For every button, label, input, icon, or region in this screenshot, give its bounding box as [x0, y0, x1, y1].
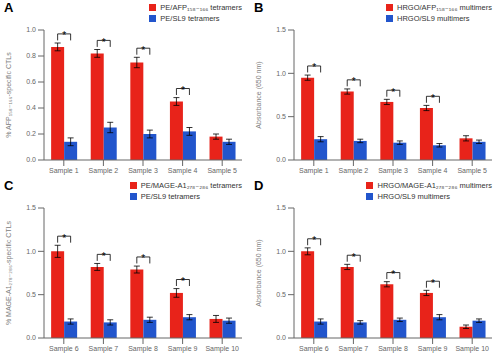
svg-text:1.0: 1.0	[26, 26, 36, 33]
html-text:PE/AFP₁₅₈₋₁₆₆ tetramers: PE/AFP₁₅₈₋₁₆₆ tetramers	[160, 3, 242, 12]
svg-text:Sample 6: Sample 6	[49, 345, 79, 353]
svg-text:Sample 9: Sample 9	[168, 345, 198, 353]
svg-text:Sample 5: Sample 5	[457, 167, 487, 175]
svg-text:% MAGE-A1₂₇₈₋₂₈₆-specific CTLs: % MAGE-A1₂₇₈₋₂₈₆-specific CTLs	[8, 220, 13, 325]
svg-text:1.0: 1.0	[26, 248, 36, 255]
svg-text:Sample 4: Sample 4	[168, 167, 198, 175]
svg-text:*: *	[352, 252, 356, 263]
html-text:C: C	[4, 178, 14, 193]
svg-text:0.0: 0.0	[276, 156, 286, 163]
html-text:HRGO/MAGE-A1₂₇₈₋₂₈₆ multimers: HRGO/MAGE-A1₂₇₈₋₂₈₆ multimers	[377, 181, 492, 190]
html-text:HRGO/SL9 multimers: HRGO/SL9 multimers	[397, 14, 470, 23]
svg-text:*: *	[312, 62, 316, 73]
svg-text:*: *	[431, 278, 435, 289]
svg-text:1.5: 1.5	[26, 204, 36, 211]
html-text:PE/SL9 tetramers: PE/SL9 tetramers	[140, 192, 200, 201]
svg-text:Sample 8: Sample 8	[378, 345, 408, 353]
html-text:B: B	[254, 0, 264, 15]
svg-text:0.5: 0.5	[276, 291, 286, 298]
svg-text:*: *	[431, 93, 435, 104]
svg-text:Sample 1: Sample 1	[299, 167, 329, 175]
html-text:A: A	[4, 0, 14, 15]
svg-text:Sample 3: Sample 3	[128, 167, 158, 175]
svg-text:Sample 5: Sample 5	[207, 167, 237, 175]
svg-text:Sample 7: Sample 7	[89, 345, 119, 353]
svg-text:*: *	[312, 235, 316, 246]
svg-text:*: *	[352, 76, 356, 87]
svg-text:0.4: 0.4	[26, 104, 36, 111]
html-text:PE/SL9 tetramers: PE/SL9 tetramers	[160, 14, 220, 23]
svg-text:0.0: 0.0	[26, 334, 36, 341]
svg-text:1.5: 1.5	[276, 204, 286, 211]
svg-text:Sample 3: Sample 3	[378, 167, 408, 175]
svg-text:*: *	[102, 37, 106, 48]
svg-text:Sample 2: Sample 2	[339, 167, 369, 175]
html-text:PE/MAGE-A1₂₇₈₋₂₈₆ tetramers: PE/MAGE-A1₂₇₈₋₂₈₆ tetramers	[140, 181, 242, 190]
svg-text:Sample 7: Sample 7	[339, 345, 369, 353]
svg-text:Sample 10: Sample 10	[455, 345, 489, 353]
svg-text:*: *	[62, 30, 66, 41]
svg-text:Sample 2: Sample 2	[89, 167, 119, 175]
svg-text:0.0: 0.0	[276, 334, 286, 341]
svg-text:Sample 9: Sample 9	[418, 345, 448, 353]
svg-text:0.5: 0.5	[26, 291, 36, 298]
svg-text:Sample 6: Sample 6	[299, 345, 329, 353]
svg-text:Absorbance (650 nm): Absorbance (650 nm)	[255, 239, 263, 306]
svg-text:*: *	[391, 269, 395, 280]
svg-text:*: *	[141, 45, 145, 56]
svg-text:*: *	[181, 85, 185, 96]
html-text:D: D	[254, 178, 264, 193]
svg-text:Absorbance (650 nm): Absorbance (650 nm)	[255, 61, 263, 128]
svg-text:1.0: 1.0	[276, 70, 286, 77]
svg-text:*: *	[62, 233, 66, 244]
svg-text:0.0: 0.0	[26, 156, 36, 163]
svg-text:% AFP₁₅₈₋₁₆₆-specific CTLs: % AFP₁₅₈₋₁₆₆-specific CTLs	[8, 52, 13, 138]
svg-text:*: *	[102, 251, 106, 262]
svg-text:0.2: 0.2	[26, 130, 36, 137]
svg-text:Sample 10: Sample 10	[205, 345, 239, 353]
svg-text:*: *	[141, 253, 145, 264]
svg-text:0.8: 0.8	[26, 52, 36, 59]
svg-text:*: *	[181, 276, 185, 287]
svg-text:Sample 4: Sample 4	[418, 167, 448, 175]
svg-text:1.5: 1.5	[276, 26, 286, 33]
svg-text:0.5: 0.5	[276, 113, 286, 120]
html-text:HRGO/SL9 multimers: HRGO/SL9 multimers	[377, 192, 450, 201]
svg-text:*: *	[391, 87, 395, 98]
svg-text:Sample 1: Sample 1	[49, 167, 79, 175]
svg-text:Sample 8: Sample 8	[128, 345, 158, 353]
html-text:HRGO/AFP₁₅₈₋₁₆₆ multimers: HRGO/AFP₁₅₈₋₁₆₆ multimers	[397, 3, 492, 12]
svg-text:1.0: 1.0	[276, 248, 286, 255]
svg-text:0.6: 0.6	[26, 78, 36, 85]
